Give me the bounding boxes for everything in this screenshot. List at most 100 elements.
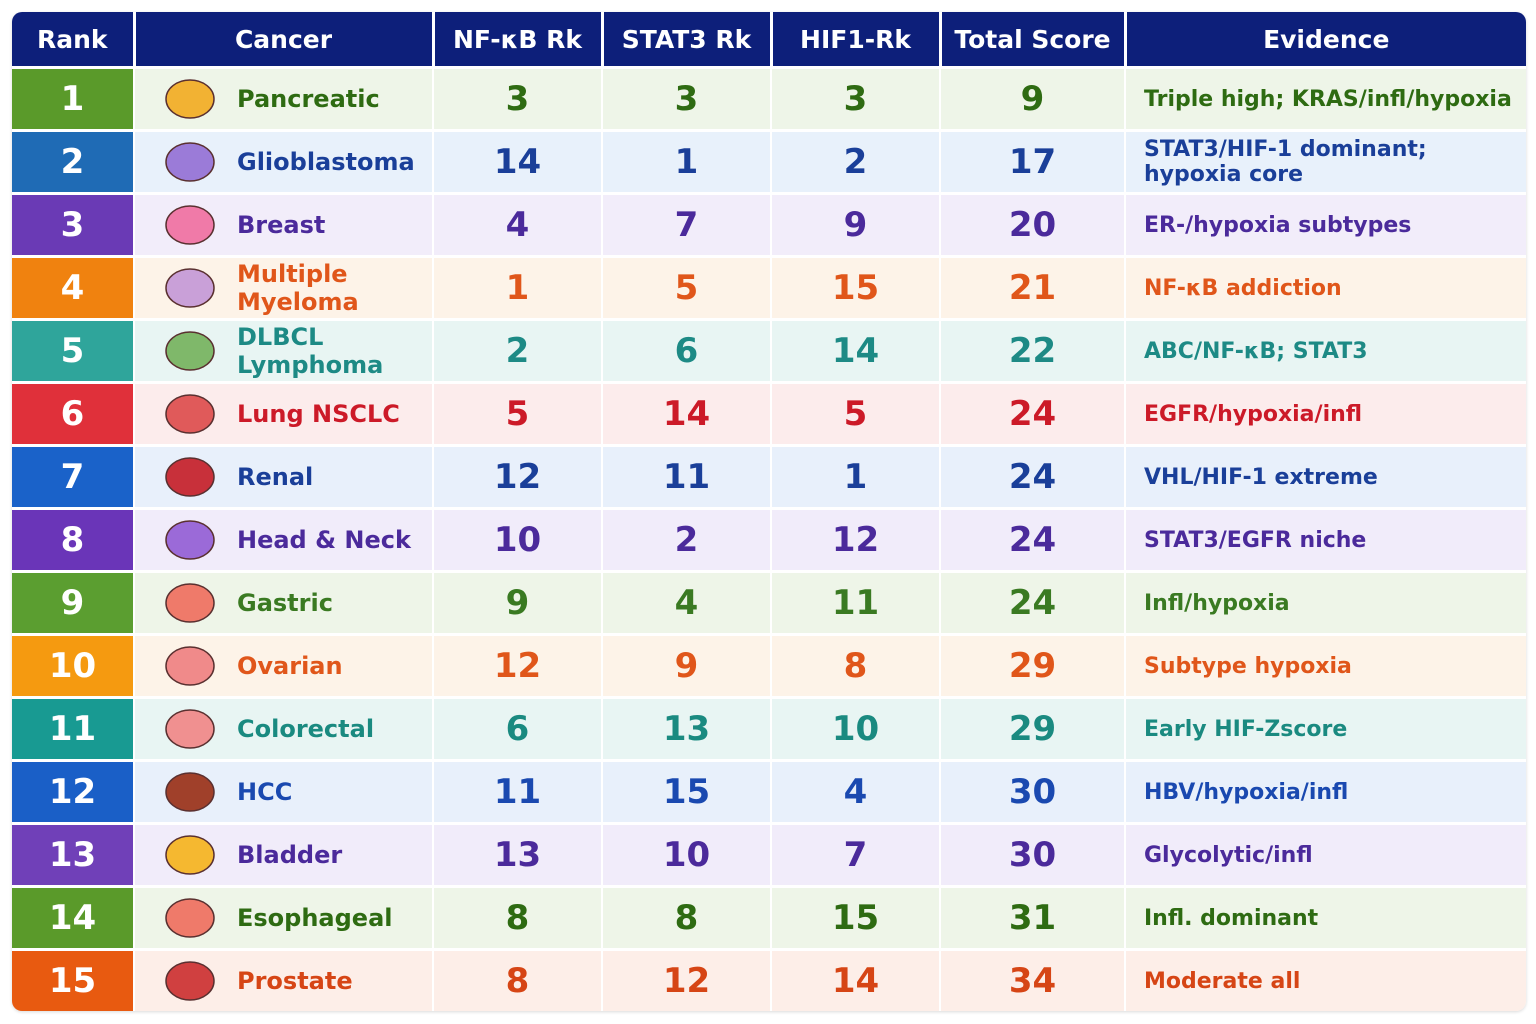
cancer-cell: Head & Neck	[134, 507, 434, 572]
cancer-name: Head & Neck	[237, 526, 411, 554]
stat3-rank: 4	[602, 570, 772, 635]
stat3-rank: 12	[602, 948, 772, 1011]
nfkb-rank: 9	[433, 570, 603, 635]
table-row: 5 DLBCL Lymphoma 2 6 14 22 ABC/NF-κB; STAT3	[12, 318, 1526, 383]
evidence: ER-/hypoxia subtypes	[1125, 192, 1526, 257]
cancer-name: Ovarian	[237, 652, 343, 680]
evidence: NF-κB addiction	[1125, 255, 1526, 320]
nfkb-rank: 3	[433, 66, 603, 131]
icon-shape	[165, 331, 215, 371]
cancer-cell: Bladder	[134, 822, 434, 887]
column-header: Cancer	[134, 12, 435, 68]
nfkb-rank: 12	[433, 633, 603, 698]
evidence: Subtype hypoxia	[1125, 633, 1526, 698]
table-body: 1 Pancreatic 3 3 3 9 Triple high; KRAS/infl/hy…	[12, 66, 1526, 1011]
nfkb-rank: 14	[433, 129, 603, 194]
rank: 14	[12, 885, 135, 950]
stat3-rank: 13	[602, 696, 772, 761]
icon-shape	[165, 457, 215, 497]
organ-icon	[165, 709, 215, 749]
stat3-rank: 3	[602, 66, 772, 131]
cancer-cell: Glioblastoma	[134, 129, 434, 194]
rank: 6	[12, 381, 135, 446]
cancer-name: Breast	[237, 211, 326, 239]
cancer-name: Prostate	[237, 967, 353, 995]
evidence: Triple high; KRAS/infl/hypoxia	[1125, 66, 1526, 131]
table-row: 6 Lung NSCLC 5 14 5 24 EGFR/hypoxia/infl	[12, 381, 1526, 446]
organ-icon	[165, 394, 215, 434]
stat3-rank: 9	[602, 633, 772, 698]
hif1-rank: 9	[771, 192, 941, 257]
evidence: Moderate all	[1125, 948, 1526, 1011]
cancer-name: Lung NSCLC	[237, 400, 400, 428]
total-score: 29	[940, 633, 1126, 698]
table-row: 8 Head & Neck 10 2 12 24 STAT3/EGFR niche	[12, 507, 1526, 572]
hif1-rank: 10	[771, 696, 941, 761]
organ-icon	[165, 205, 215, 245]
table-row: 3 Breast 4 7 9 20 ER-/hypoxia subtypes	[12, 192, 1526, 257]
icon-shape	[165, 961, 215, 1001]
icon-shape	[165, 142, 215, 182]
cancer-wrap: HCC	[135, 769, 432, 815]
cancer-cell: Gastric	[134, 570, 434, 635]
organ-icon	[165, 835, 215, 875]
stat3-rank: 11	[602, 444, 772, 509]
total-score: 24	[940, 507, 1126, 572]
table-row: 12 HCC 11 15 4 30 HBV/hypoxia/infl	[12, 759, 1526, 824]
organ-icon	[165, 457, 215, 497]
stat3-rank: 15	[602, 759, 772, 824]
rank: 5	[12, 318, 135, 383]
cancer-wrap: Esophageal	[135, 895, 432, 941]
hif1-rank: 3	[771, 66, 941, 131]
cancer-cell: Prostate	[134, 948, 434, 1011]
hif1-rank: 12	[771, 507, 941, 572]
cancer-wrap: Pancreatic	[135, 76, 432, 122]
rank: 10	[12, 633, 135, 698]
column-header: STAT3 Rk	[602, 12, 773, 68]
total-score: 20	[940, 192, 1126, 257]
evidence: Infl. dominant	[1125, 885, 1526, 950]
cancer-wrap: Prostate	[135, 958, 432, 1004]
icon-shape	[165, 205, 215, 245]
organ-icon	[165, 646, 215, 686]
nfkb-rank: 13	[433, 822, 603, 887]
hif1-rank: 5	[771, 381, 941, 446]
hif1-rank: 14	[771, 948, 941, 1011]
nfkb-rank: 10	[433, 507, 603, 572]
total-score: 24	[940, 381, 1126, 446]
cancer-name: Bladder	[237, 841, 343, 869]
evidence: EGFR/hypoxia/infl	[1125, 381, 1526, 446]
organ-icon	[165, 142, 215, 182]
stat3-rank: 7	[602, 192, 772, 257]
organ-icon	[165, 772, 215, 812]
rank: 4	[12, 255, 135, 320]
cancer-wrap: Ovarian	[135, 643, 432, 689]
organ-icon	[165, 583, 215, 623]
cancer-name: Renal	[237, 463, 314, 491]
icon-shape	[165, 772, 215, 812]
cancer-cell: Pancreatic	[134, 66, 434, 131]
evidence: Infl/hypoxia	[1125, 570, 1526, 635]
nfkb-rank: 6	[433, 696, 603, 761]
nfkb-rank: 4	[433, 192, 603, 257]
column-header: HIF1-Rk	[771, 12, 942, 68]
cancer-cell: Colorectal	[134, 696, 434, 761]
table-row: 2 Glioblastoma 14 1 2 17 STAT3/HIF-1 dominant;…	[12, 129, 1526, 194]
table-row: 7 Renal 12 11 1 24 VHL/HIF-1 extreme	[12, 444, 1526, 509]
rank: 3	[12, 192, 135, 257]
organ-icon	[165, 268, 215, 308]
rank: 15	[12, 948, 135, 1011]
icon-shape	[165, 709, 215, 749]
table-container: Rank Cancer NF-κB Rk STAT3 Rk HIF1-Rk Total S…	[12, 12, 1526, 1011]
cancer-name: Pancreatic	[237, 85, 380, 113]
rank: 13	[12, 822, 135, 887]
table-row: 9 Gastric 9 4 11 24 Infl/hypoxia	[12, 570, 1526, 635]
ranking-table: Rank Cancer NF-κB Rk STAT3 Rk HIF1-Rk Total S…	[12, 12, 1526, 1011]
icon-shape	[165, 268, 215, 308]
rank: 8	[12, 507, 135, 572]
nfkb-rank: 2	[433, 318, 603, 383]
total-score: 30	[940, 822, 1126, 887]
hif1-rank: 15	[771, 885, 941, 950]
rank: 12	[12, 759, 135, 824]
